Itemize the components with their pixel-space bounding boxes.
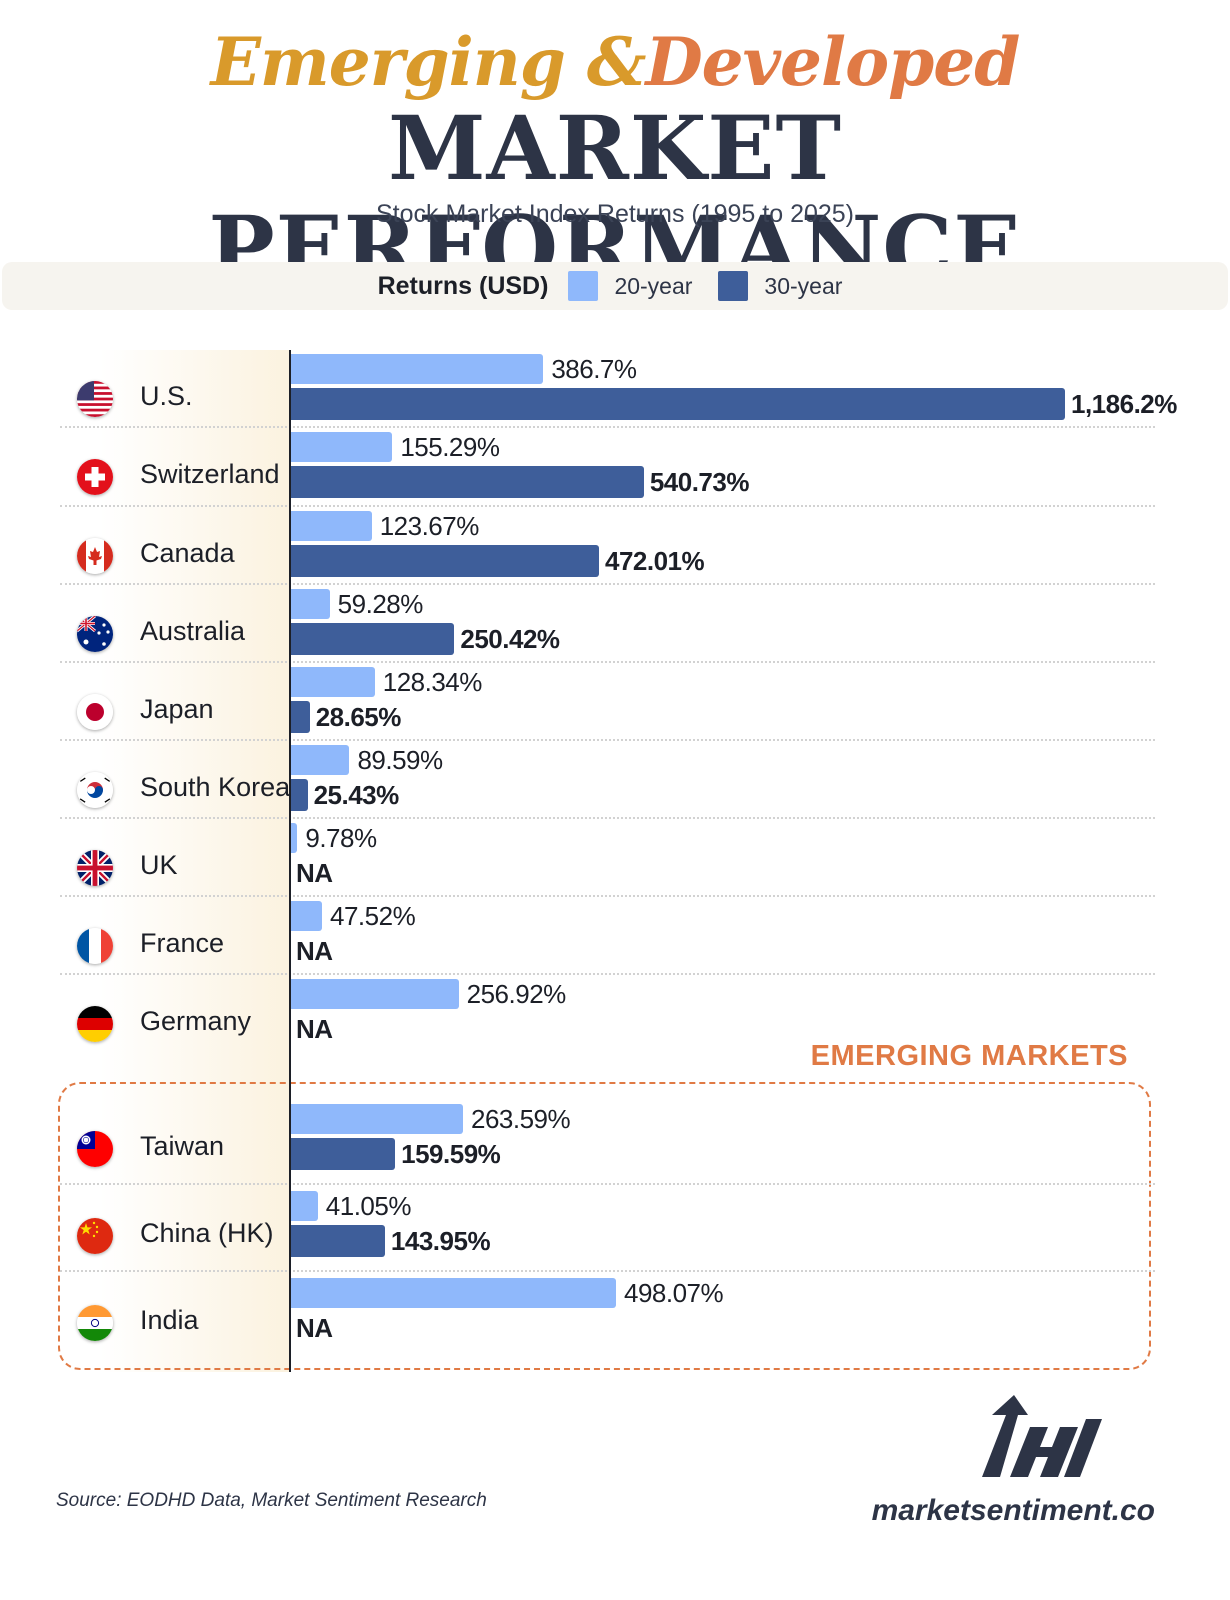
country-label-u-s: U.S. (140, 381, 193, 411)
bar-30-year-switzerland (291, 466, 644, 498)
bar-30-year-australia (291, 623, 455, 655)
country-label-uk: UK (140, 850, 178, 880)
country-label-australia: Australia (140, 616, 246, 646)
canada-flag-icon (77, 538, 113, 574)
row-separator (60, 1270, 1155, 1272)
bar-20-year-taiwan (291, 1104, 463, 1134)
title-developed: Developed (645, 23, 1020, 101)
y-axis-line (289, 350, 291, 1372)
row-separator (60, 895, 1155, 897)
country-label-canada: Canada (140, 538, 235, 568)
row-separator (60, 973, 1155, 975)
value-label-20-year-u-s: 386.7% (551, 354, 637, 384)
row-separator (60, 739, 1155, 741)
row-separator (60, 505, 1155, 507)
south-korea-flag-icon (77, 772, 113, 808)
row-separator (60, 426, 1155, 428)
country-label-france: France (140, 928, 225, 958)
value-label-30-year-south-korea: 25.43% (313, 780, 400, 810)
value-label-30-year-switzerland: 540.73% (649, 467, 750, 497)
bar-20-year-u-s (291, 354, 544, 384)
legend-swatch-20-year (568, 271, 599, 301)
france-flag-icon (77, 928, 113, 964)
taiwan-flag-icon (77, 1131, 113, 1167)
bar-30-year-china-hk (291, 1225, 385, 1257)
legend-swatch-30-year (718, 271, 749, 301)
value-label-30-year-uk: NA (296, 858, 333, 888)
row-separator (60, 1183, 1155, 1185)
value-label-30-year-u-s: 1,186.2% (1071, 389, 1177, 419)
country-label-india: India (140, 1305, 199, 1335)
value-label-30-year-india: NA (296, 1313, 333, 1343)
bar-20-year-china-hk (291, 1191, 318, 1221)
bar-20-year-france (291, 901, 322, 931)
legend: Returns (USD) 20-year 30-year (2, 262, 1228, 310)
value-label-20-year-australia: 59.28% (337, 589, 424, 619)
country-label-switzerland: Switzerland (140, 459, 280, 489)
value-label-20-year-japan: 128.34% (382, 667, 483, 697)
bar-20-year-germany (291, 979, 459, 1009)
value-label-20-year-china-hk: 41.05% (325, 1191, 412, 1221)
bar-30-year-japan (291, 701, 310, 733)
bar-20-year-switzerland (291, 432, 393, 462)
value-label-20-year-taiwan: 263.59% (470, 1104, 571, 1134)
value-label-20-year-france: 47.52% (330, 901, 416, 931)
germany-flag-icon (77, 1006, 113, 1042)
category-label-panel (100, 350, 290, 1372)
china-flag-icon (77, 1218, 113, 1254)
value-label-20-year-switzerland: 155.29% (400, 432, 500, 462)
bar-30-year-taiwan (291, 1138, 396, 1170)
bar-20-year-south-korea (291, 745, 350, 775)
country-label-germany: Germany (140, 1006, 252, 1036)
switzerland-flag-icon (77, 459, 113, 495)
bar-20-year-india (291, 1278, 616, 1308)
value-label-30-year-china-hk: 143.95% (390, 1226, 491, 1256)
bar-30-year-u-s (291, 388, 1065, 420)
bar-20-year-canada (291, 511, 372, 541)
row-separator (60, 817, 1155, 819)
japan-flag-icon (77, 694, 113, 730)
value-label-30-year-australia: 250.42% (460, 624, 560, 654)
market-sentiment-logo (982, 1395, 1102, 1477)
bar-20-year-uk (291, 823, 298, 853)
bar-30-year-canada (291, 545, 599, 577)
value-label-30-year-japan: 28.65% (315, 702, 402, 732)
legend-title: Returns (USD) (377, 271, 549, 300)
value-label-30-year-france: NA (296, 936, 333, 966)
value-label-20-year-south-korea: 89.59% (357, 745, 443, 775)
bar-30-year-south-korea (291, 779, 308, 811)
value-label-20-year-canada: 123.67% (379, 511, 480, 541)
legend-label-30-year: 30-year (764, 272, 843, 299)
india-flag-icon (77, 1305, 113, 1341)
country-label-japan: Japan (140, 694, 214, 724)
row-separator (60, 661, 1155, 663)
value-label-20-year-germany: 256.92% (466, 979, 567, 1009)
value-label-30-year-canada: 472.01% (604, 546, 705, 576)
subtitle: Stock Market Index Returns (1995 to 2025… (375, 200, 855, 228)
title-emerging: Emerging & (210, 23, 647, 101)
emerging-markets-box (58, 1082, 1151, 1370)
site-url: marketsentiment.co (871, 1494, 1155, 1527)
row-separator (60, 583, 1155, 585)
source-note: Source: EODHD Data, Market Sentiment Res… (56, 1490, 487, 1511)
bar-20-year-japan (291, 667, 375, 697)
emerging-markets-label: EMERGING MARKETS (810, 1040, 1128, 1072)
value-label-20-year-india: 498.07% (623, 1278, 724, 1308)
value-label-30-year-germany: NA (296, 1014, 333, 1044)
value-label-20-year-uk: 9.78% (305, 823, 377, 853)
title-line-1: Emerging &Developed (0, 22, 1230, 102)
country-label-taiwan: Taiwan (140, 1131, 225, 1161)
us-flag-icon (77, 381, 113, 417)
country-label-china-hk: China (HK) (140, 1218, 274, 1248)
country-label-south-korea: South Korea (140, 772, 291, 802)
bar-20-year-australia (291, 589, 330, 619)
australia-flag-icon (77, 616, 113, 652)
value-label-30-year-taiwan: 159.59% (401, 1139, 501, 1169)
uk-flag-icon (77, 850, 113, 886)
legend-label-20-year: 20-year (614, 272, 693, 299)
